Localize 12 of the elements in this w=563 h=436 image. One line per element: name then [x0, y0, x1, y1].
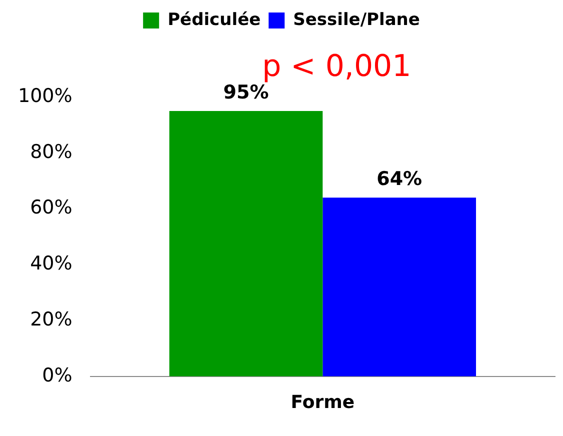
text: p < 0,001	[262, 48, 412, 84]
data-label: 64%	[376, 168, 422, 190]
legend-label: Pédiculée	[168, 10, 261, 30]
data-label: 95%	[223, 81, 269, 104]
x-tick-label: Forme	[290, 392, 355, 413]
y-tick-label: 0%	[42, 364, 72, 386]
y-tick-label: 20%	[30, 308, 72, 330]
legend-label: Sessile/Plane	[293, 10, 420, 30]
y-tick-label: 80%	[30, 140, 72, 163]
y-tick-label: 100%	[18, 84, 72, 107]
y-tick-label: 40%	[30, 252, 72, 275]
y-tick-label: 60%	[30, 196, 72, 219]
